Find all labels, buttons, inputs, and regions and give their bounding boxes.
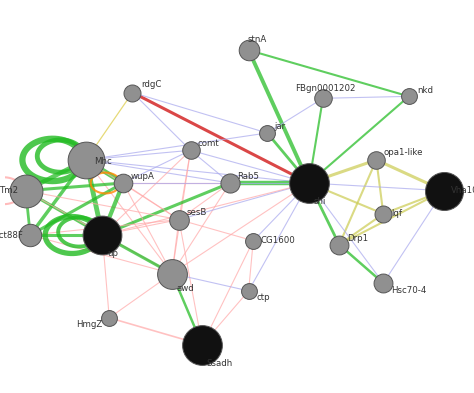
Text: Act88F: Act88F bbox=[0, 231, 23, 239]
Text: sesB: sesB bbox=[186, 208, 207, 217]
Point bbox=[22, 187, 29, 194]
Text: up: up bbox=[107, 249, 118, 258]
Point bbox=[245, 47, 252, 53]
Point bbox=[119, 180, 127, 186]
Text: comt: comt bbox=[198, 139, 220, 148]
Point bbox=[305, 180, 313, 186]
Text: ctp: ctp bbox=[256, 293, 270, 302]
Point bbox=[380, 211, 387, 217]
Point bbox=[440, 187, 447, 194]
Text: rdgC: rdgC bbox=[141, 79, 161, 88]
Point bbox=[380, 280, 387, 286]
Text: nkd: nkd bbox=[417, 86, 433, 95]
Text: lqf: lqf bbox=[391, 209, 402, 219]
Point bbox=[226, 180, 234, 186]
Text: Vha100-1: Vha100-1 bbox=[451, 186, 474, 195]
Text: Mhc: Mhc bbox=[94, 157, 112, 166]
Point bbox=[27, 232, 34, 238]
Point bbox=[128, 89, 137, 95]
Point bbox=[245, 288, 252, 294]
Text: wupA: wupA bbox=[131, 172, 155, 181]
Point bbox=[319, 95, 327, 101]
Text: stnA: stnA bbox=[247, 35, 266, 44]
Text: CG1600: CG1600 bbox=[261, 236, 295, 245]
Point bbox=[405, 93, 413, 99]
Text: Hsc70-4: Hsc70-4 bbox=[391, 286, 426, 296]
Text: Ssadh: Ssadh bbox=[207, 359, 233, 368]
Point bbox=[82, 157, 90, 163]
Point bbox=[168, 270, 176, 277]
Point bbox=[373, 157, 380, 163]
Text: HmgZ: HmgZ bbox=[76, 320, 102, 329]
Point bbox=[175, 217, 182, 223]
Text: opa1-like: opa1-like bbox=[384, 149, 423, 158]
Text: FBgn0001202: FBgn0001202 bbox=[295, 84, 356, 93]
Text: shi: shi bbox=[314, 197, 326, 206]
Text: jar: jar bbox=[274, 121, 286, 130]
Point bbox=[264, 130, 271, 136]
Point bbox=[336, 241, 343, 248]
Point bbox=[187, 147, 194, 153]
Point bbox=[249, 238, 257, 244]
Point bbox=[198, 342, 206, 348]
Text: Drp1: Drp1 bbox=[346, 234, 368, 243]
Text: awd: awd bbox=[177, 284, 194, 293]
Text: Rab5: Rab5 bbox=[237, 172, 259, 181]
Point bbox=[105, 315, 113, 321]
Text: Tm2: Tm2 bbox=[0, 186, 18, 195]
Point bbox=[99, 232, 106, 238]
